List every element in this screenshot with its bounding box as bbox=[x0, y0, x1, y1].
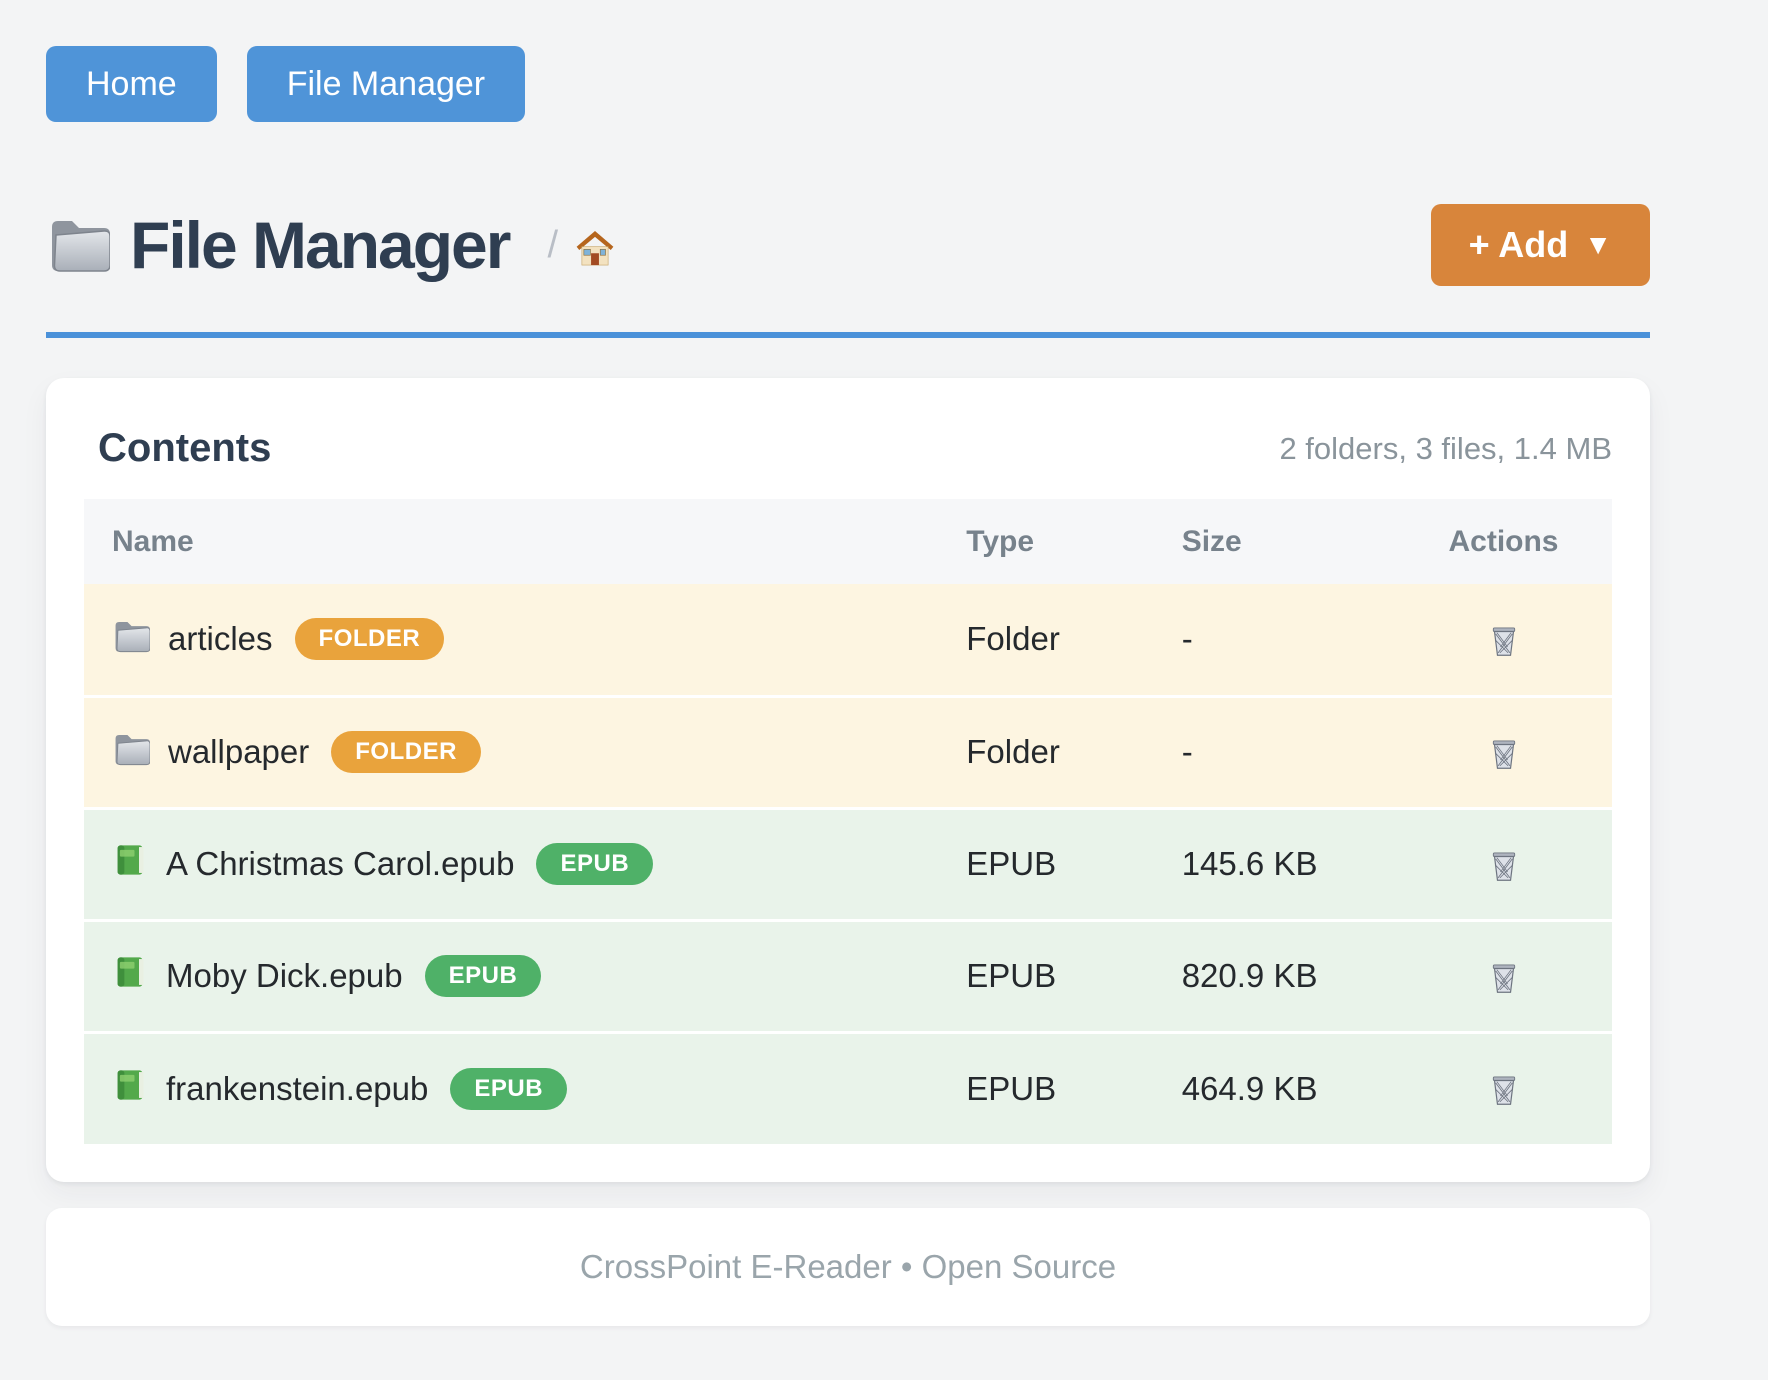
file-size: 464.9 KB bbox=[1159, 1030, 1395, 1144]
table-row-moby-dick[interactable]: Moby Dick.epub EPUB EPUB 820.9 KB bbox=[84, 918, 1612, 1032]
trash-icon bbox=[1485, 622, 1523, 660]
footer: CrossPoint E-Reader • Open Source bbox=[46, 1208, 1650, 1326]
book-icon bbox=[112, 842, 148, 886]
file-manager-button[interactable]: File Manager bbox=[246, 46, 526, 122]
column-header-actions: Actions bbox=[1395, 499, 1612, 584]
file-type: EPUB bbox=[944, 1030, 1160, 1144]
page-header: File Manager / + Add ▼ bbox=[46, 204, 1650, 286]
trash-icon bbox=[1485, 1071, 1523, 1109]
file-name: A Christmas Carol.epub bbox=[166, 845, 515, 882]
trash-icon bbox=[1485, 959, 1523, 997]
contents-summary: 2 folders, 3 files, 1.4 MB bbox=[1279, 430, 1612, 466]
folder-badge: FOLDER bbox=[331, 731, 481, 773]
folder-icon bbox=[112, 616, 151, 662]
folder-icon bbox=[112, 729, 151, 775]
epub-badge: EPUB bbox=[424, 955, 542, 997]
breadcrumb-separator: / bbox=[547, 223, 559, 266]
page-title-group: File Manager / bbox=[46, 207, 616, 283]
contents-title: Contents bbox=[98, 426, 272, 470]
top-nav: Home File Manager bbox=[46, 46, 1650, 122]
contents-card: Contents 2 folders, 3 files, 1.4 MB Name… bbox=[46, 378, 1650, 1182]
delete-button[interactable] bbox=[1481, 843, 1527, 889]
folder-badge: FOLDER bbox=[294, 618, 445, 661]
file-table: Name Type Size Actions articles FOLDER F… bbox=[84, 499, 1612, 1144]
table-row-frankenstein[interactable]: frankenstein.epub EPUB EPUB 464.9 KB bbox=[84, 1030, 1612, 1144]
table-row-christmas-carol[interactable]: A Christmas Carol.epub EPUB EPUB 145.6 K… bbox=[84, 806, 1612, 920]
add-button[interactable]: + Add ▼ bbox=[1430, 204, 1650, 286]
trash-icon bbox=[1485, 735, 1523, 773]
footer-text: CrossPoint E-Reader • Open Source bbox=[579, 1248, 1117, 1285]
file-name: frankenstein.epub bbox=[166, 1069, 429, 1107]
folder-icon bbox=[46, 211, 111, 280]
file-size: 820.9 KB bbox=[1159, 918, 1395, 1032]
chevron-down-icon: ▼ bbox=[1584, 229, 1612, 260]
delete-button[interactable] bbox=[1481, 731, 1527, 777]
file-type: EPUB bbox=[944, 918, 1160, 1032]
epub-badge: EPUB bbox=[450, 1067, 568, 1110]
file-size: 145.6 KB bbox=[1159, 806, 1395, 920]
file-type: Folder bbox=[944, 584, 1160, 696]
header-divider bbox=[46, 332, 1650, 338]
delete-button[interactable] bbox=[1481, 1067, 1527, 1113]
column-header-name: Name bbox=[84, 499, 945, 584]
add-button-label: + Add bbox=[1468, 224, 1569, 265]
book-icon bbox=[112, 954, 148, 998]
file-name: articles bbox=[168, 620, 273, 658]
column-header-type: Type bbox=[944, 499, 1160, 584]
book-icon bbox=[112, 1067, 148, 1111]
contents-card-header: Contents 2 folders, 3 files, 1.4 MB bbox=[84, 416, 1612, 477]
delete-button[interactable] bbox=[1481, 618, 1527, 664]
epub-badge: EPUB bbox=[536, 843, 654, 885]
file-size: - bbox=[1159, 694, 1395, 808]
file-type: EPUB bbox=[944, 806, 1160, 920]
home-button[interactable]: Home bbox=[46, 46, 217, 122]
file-type: Folder bbox=[944, 694, 1160, 808]
trash-icon bbox=[1485, 847, 1523, 885]
file-size: - bbox=[1159, 584, 1395, 696]
file-name: wallpaper bbox=[168, 733, 310, 770]
house-icon[interactable] bbox=[574, 227, 616, 274]
file-name: Moby Dick.epub bbox=[166, 957, 403, 994]
table-row-articles[interactable]: articles FOLDER Folder - bbox=[84, 584, 1612, 696]
column-header-size: Size bbox=[1159, 499, 1395, 584]
table-row-wallpaper[interactable]: wallpaper FOLDER Folder - bbox=[84, 694, 1612, 808]
page-title: File Manager bbox=[130, 208, 511, 282]
delete-button[interactable] bbox=[1481, 955, 1527, 1001]
table-header-row: Name Type Size Actions bbox=[84, 499, 1612, 584]
